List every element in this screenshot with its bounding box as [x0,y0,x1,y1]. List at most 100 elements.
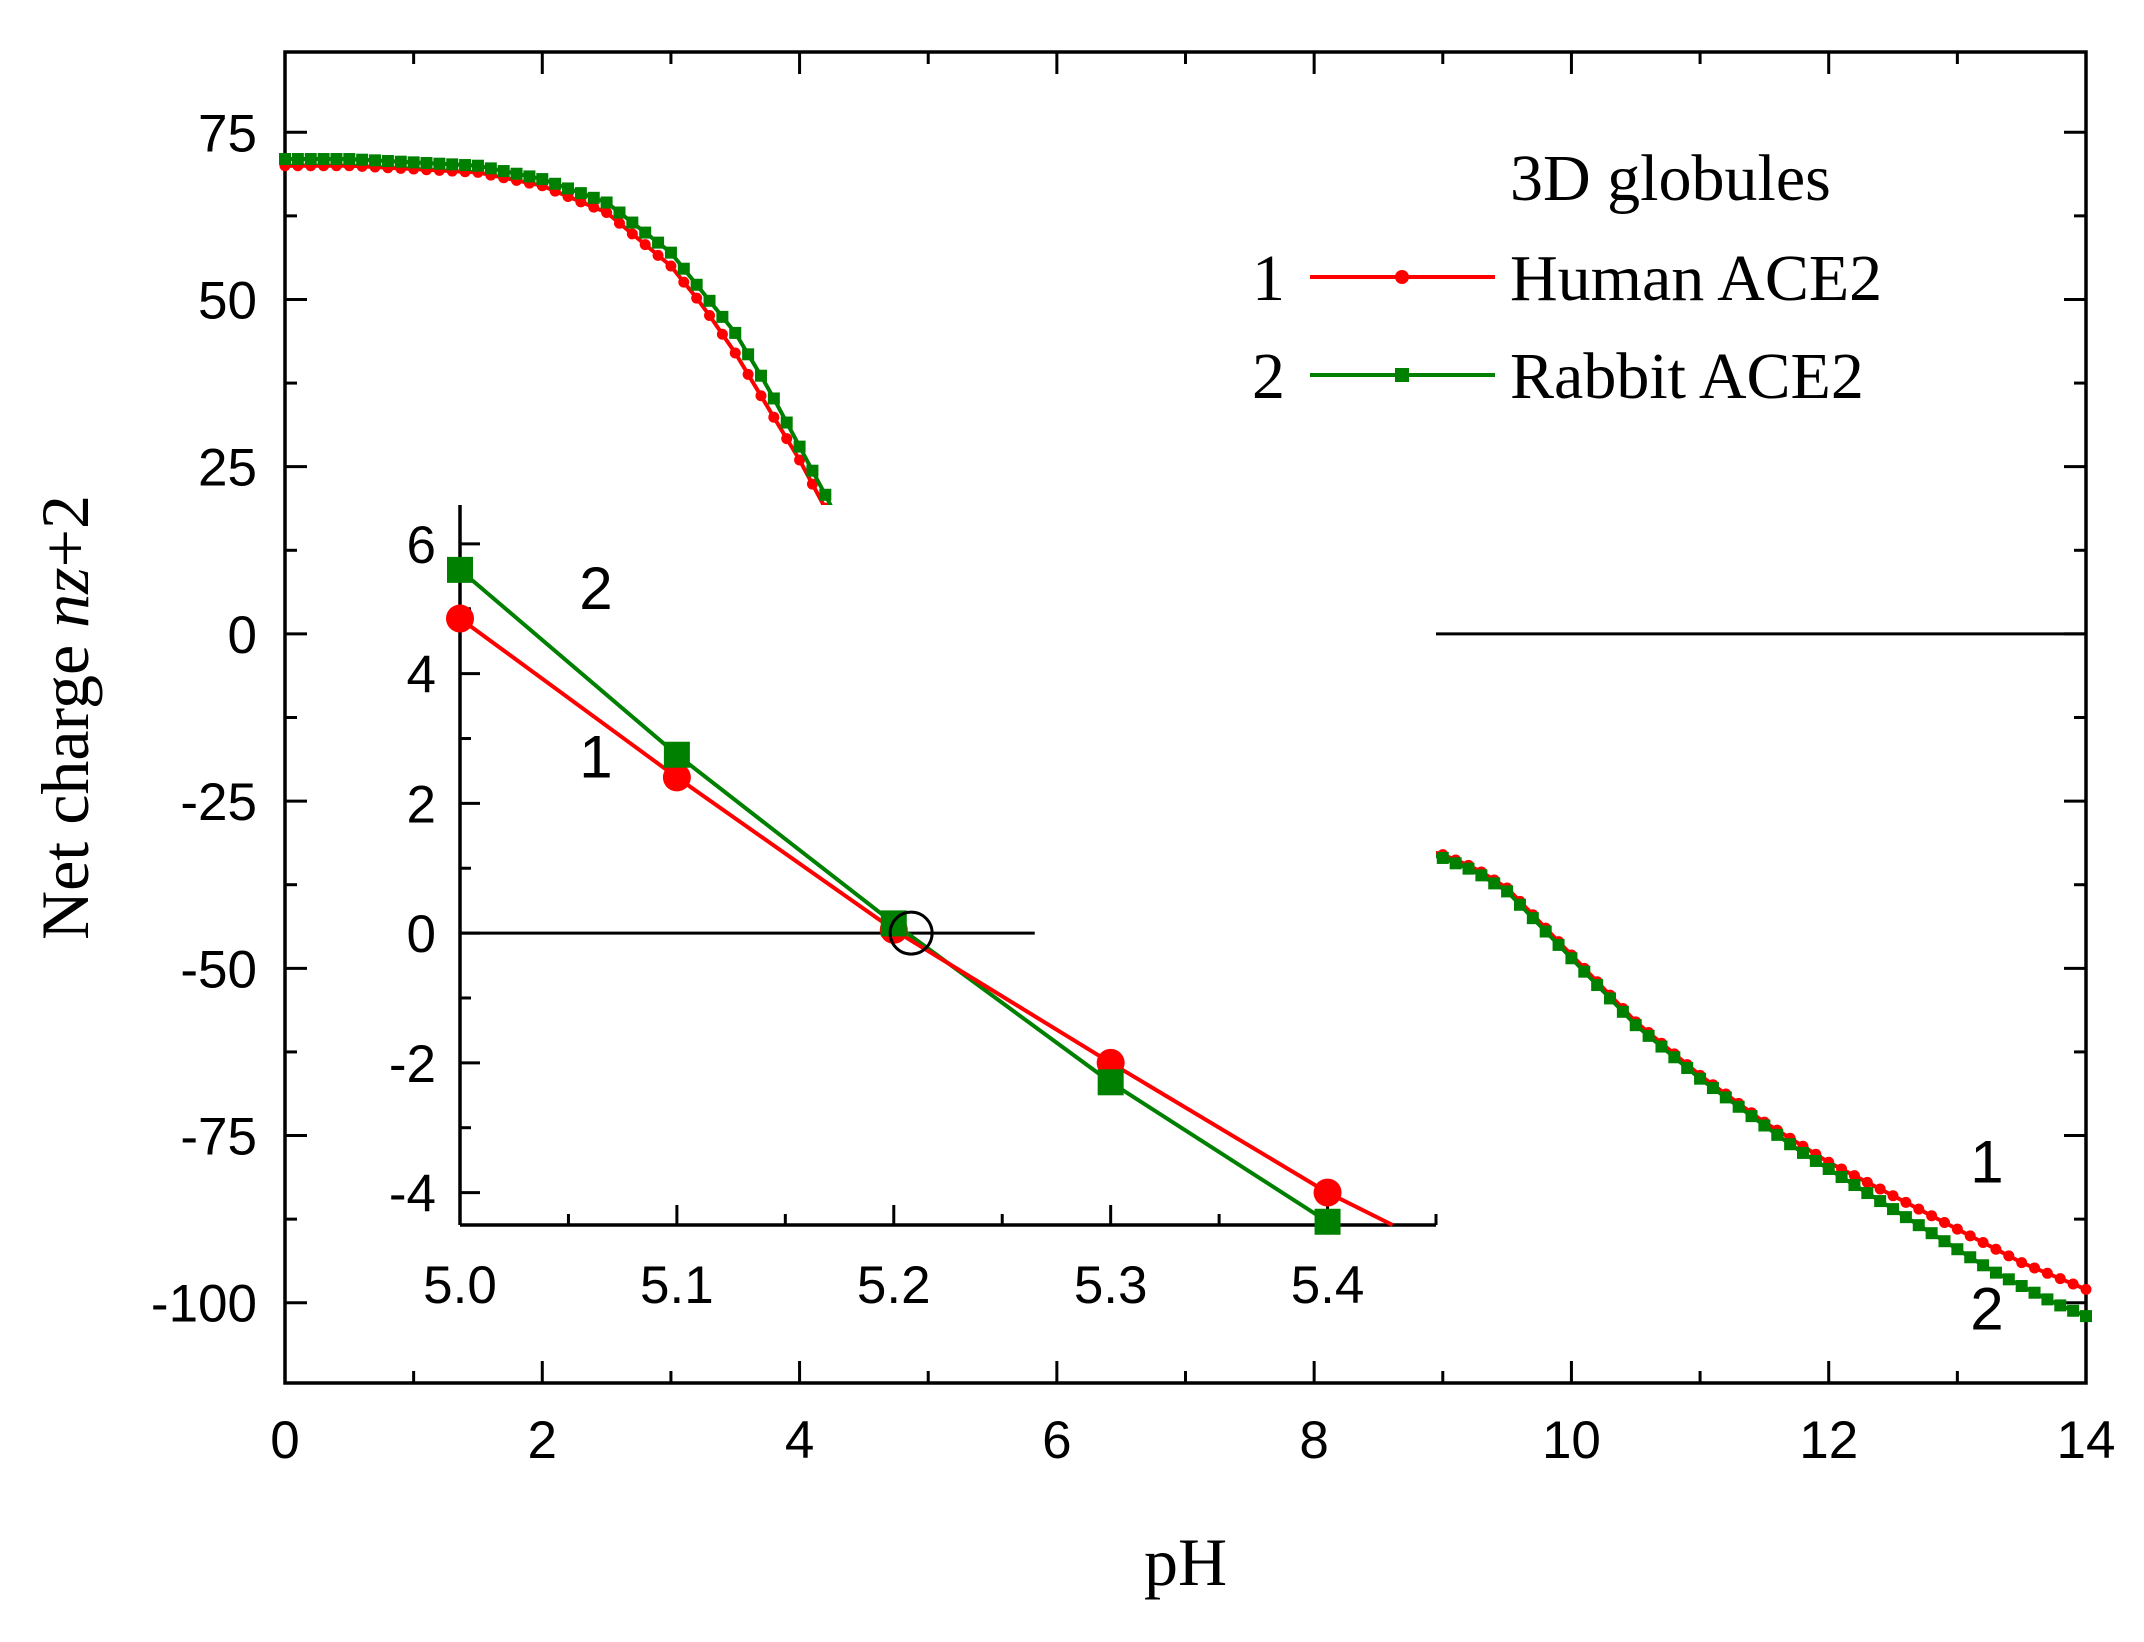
y-tick-label: 25 [198,439,257,498]
data-point-2 [1681,1061,1694,1074]
data-point-2 [510,167,523,180]
x-tick-label: 0 [270,1411,299,1470]
data-point-1 [1938,1216,1950,1228]
data-point-1 [716,328,728,340]
data-point-2 [1887,1203,1900,1216]
data-point-2 [562,182,575,195]
data-point-2 [1758,1119,1771,1132]
data-point-2 [2015,1280,2028,1293]
data-point-2 [639,226,652,239]
data-point-2 [1475,869,1488,882]
inset-data-point-2 [663,741,690,768]
data-point-2 [484,162,497,175]
inset-y-tick-label: -2 [389,1035,436,1094]
y-tick-label: 0 [228,606,257,665]
data-point-2 [1809,1154,1822,1167]
data-point-2 [1629,1019,1642,1032]
data-point-1 [2029,1262,2041,1274]
data-point-1 [1977,1237,1989,1249]
data-point-2 [2067,1304,2080,1317]
legend-title: 3D globules [1510,142,1831,215]
data-point-2 [1848,1179,1861,1192]
data-point-2 [716,310,729,323]
data-point-1 [588,201,600,213]
inset-curve-label-2: 2 [579,555,612,622]
data-point-2 [806,464,819,477]
data-point-2 [1796,1146,1809,1159]
data-point-1 [1900,1196,1912,1208]
data-point-1 [1913,1203,1925,1215]
data-point-2 [356,153,369,166]
data-point-2 [343,153,356,166]
x-tick-label: 6 [1042,1411,1071,1470]
data-point-1 [742,368,754,380]
inset-y-tick-label: 2 [407,775,436,834]
inset-isoelectric-marker [888,910,934,956]
data-point-1 [1848,1170,1860,1182]
data-point-2 [1899,1211,1912,1224]
inset-y-tick-label: 0 [407,905,436,964]
legend-label-human: Human ACE2 [1510,242,1882,315]
data-point-2 [793,440,806,453]
data-point-2 [1912,1219,1925,1232]
x-tick-label: 10 [1542,1411,1601,1470]
data-point-2 [1977,1259,1990,1272]
data-point-2 [1835,1170,1848,1183]
data-point-2 [407,156,420,169]
data-point-2 [1462,862,1475,875]
data-point-2 [433,157,446,170]
data-point-2 [1668,1051,1681,1064]
data-point-2 [1616,1005,1629,1018]
y-tick-label: 50 [198,271,257,330]
data-point-2 [1604,992,1617,1005]
inset-data-point-2 [1097,1069,1124,1096]
data-point-1 [2016,1257,2028,1269]
inset-data-point-2 [1314,1208,1341,1235]
data-point-1 [755,390,767,402]
data-point-2 [2041,1293,2054,1306]
y-tick-label: -50 [180,940,257,999]
data-point-1 [2003,1250,2015,1262]
y-tick-label: -75 [180,1108,257,1167]
data-point-2 [1861,1187,1874,1200]
legend: 3D globules 1 Human ACE2 2 Rabbit ACE2 [1252,142,1882,413]
data-point-2 [1449,857,1462,870]
legend-marker-human [1395,270,1409,284]
data-point-2 [626,216,639,229]
inset-y-tick-label: 6 [407,516,436,575]
data-point-2 [304,153,317,166]
data-point-2 [459,159,472,172]
data-point-1 [704,310,716,322]
data-point-1 [1861,1176,1873,1188]
data-point-2 [1642,1029,1655,1042]
data-point-2 [1565,952,1578,965]
data-point-2 [1822,1162,1835,1175]
curve-label-1: 1 [1970,1128,2003,1195]
data-point-2 [1578,965,1591,978]
data-point-2 [690,278,703,291]
inset-y-tick-label: -4 [389,1165,436,1224]
y-tick-label: 75 [198,104,257,163]
data-point-2 [369,154,382,167]
data-point-2 [317,153,330,166]
data-point-1 [691,292,703,304]
data-point-1 [2041,1267,2053,1279]
data-point-1 [1990,1243,2002,1255]
data-point-2 [381,155,394,168]
data-point-2 [2002,1273,2015,1286]
data-point-1 [613,217,625,229]
data-point-1 [601,207,613,219]
data-point-1 [806,478,818,490]
data-point-1 [2080,1283,2092,1295]
data-point-2 [523,170,536,183]
legend-number-2: 2 [1252,340,1285,413]
x-tick-label: 14 [2057,1411,2116,1470]
data-point-2 [1732,1100,1745,1113]
data-point-2 [549,177,562,190]
legend-marker-rabbit [1395,368,1409,382]
data-point-2 [1874,1195,1887,1208]
data-point-2 [1501,885,1514,898]
data-point-2 [1964,1251,1977,1264]
data-point-1 [729,347,741,359]
